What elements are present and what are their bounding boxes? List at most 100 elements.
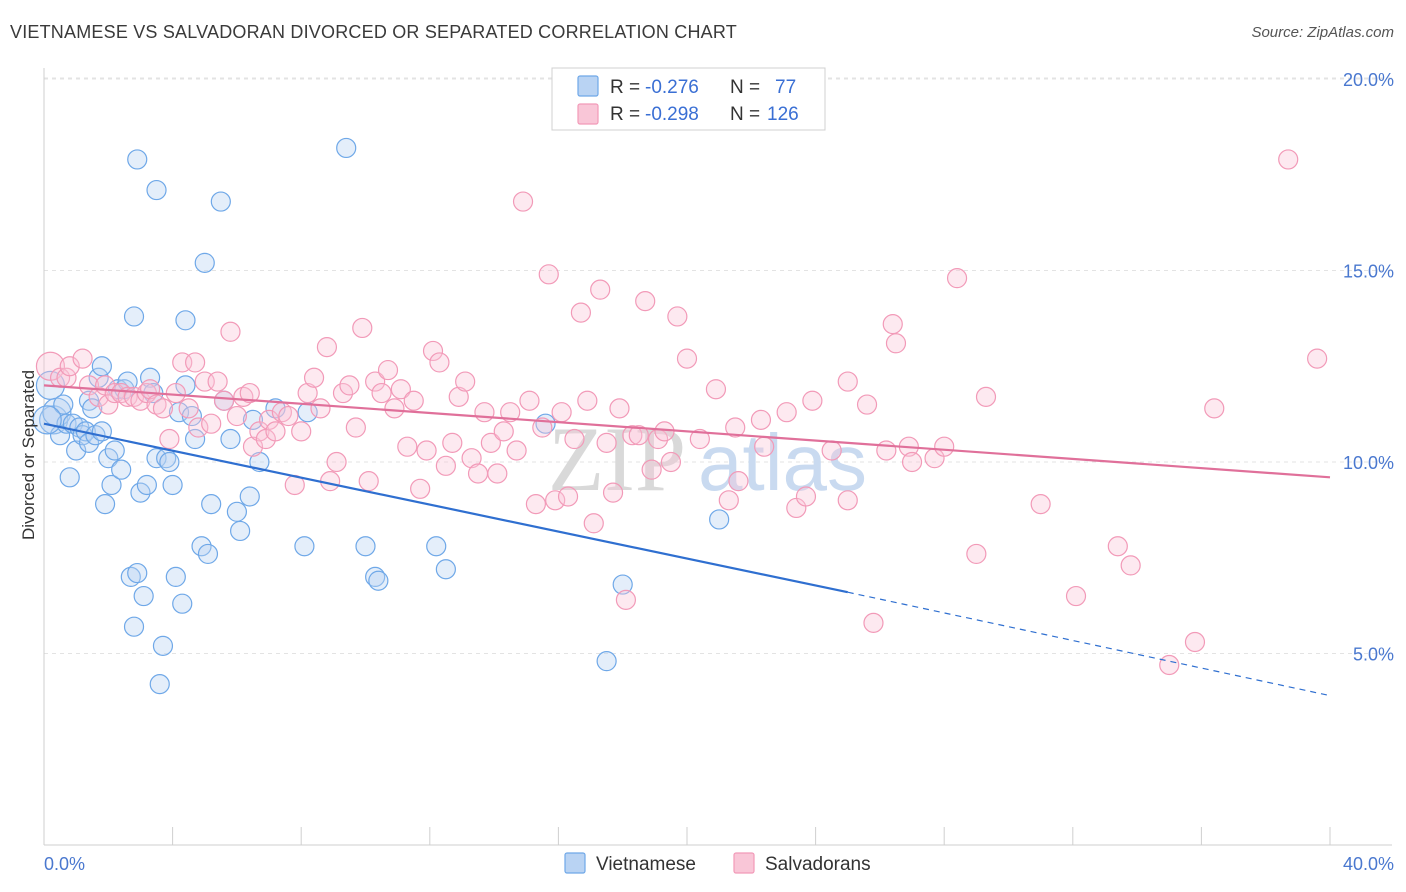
point-salvadorans-132 xyxy=(1307,348,1328,369)
legend-r-value-2: -0.298 xyxy=(645,104,699,125)
point-vietnamese-46 xyxy=(172,593,193,614)
point-salvadorans-114 xyxy=(856,394,878,415)
point-vietnamese-63 xyxy=(265,398,286,419)
point-vietnamese-53 xyxy=(197,543,219,565)
point-salvadorans-32 xyxy=(242,436,264,457)
point-vietnamese-27 xyxy=(120,566,141,588)
point-vietnamese-4 xyxy=(53,394,74,415)
legend-r-label-1: R = xyxy=(610,77,640,98)
point-salvadorans-102 xyxy=(705,379,727,400)
point-vietnamese-40 xyxy=(152,635,174,656)
point-salvadorans-3 xyxy=(59,356,80,377)
point-vietnamese-43 xyxy=(162,474,183,496)
point-salvadorans-59 xyxy=(410,478,431,499)
point-salvadorans-44 xyxy=(316,337,338,358)
point-salvadorans-101 xyxy=(689,428,710,450)
y-tick-label-2: 15.0% xyxy=(1343,262,1394,282)
point-salvadorans-38 xyxy=(278,405,299,427)
point-salvadorans-53 xyxy=(371,382,392,404)
bottom-legend-label-vietnamese: Vietnamese xyxy=(596,854,696,875)
point-salvadorans-4 xyxy=(72,348,93,369)
point-salvadorans-74 xyxy=(506,440,527,461)
point-salvadorans-66 xyxy=(455,371,476,392)
point-vietnamese-74 xyxy=(612,574,633,595)
point-salvadorans-108 xyxy=(776,402,797,423)
point-salvadorans-104 xyxy=(725,417,746,438)
point-salvadorans-113 xyxy=(837,371,858,392)
point-salvadorans-8 xyxy=(98,394,119,415)
point-salvadorans-87 xyxy=(590,279,611,300)
point-vietnamese-42 xyxy=(159,451,180,473)
point-salvadorans-49 xyxy=(345,417,366,438)
point-salvadorans-50 xyxy=(352,317,373,339)
point-vietnamese-22 xyxy=(104,440,125,461)
point-salvadorans-95 xyxy=(641,459,662,480)
legend-n-value-1: 77 xyxy=(775,77,796,98)
series-vietnamese-points xyxy=(32,137,730,695)
point-salvadorans-52 xyxy=(365,371,386,392)
point-salvadorans-99 xyxy=(667,306,688,327)
point-salvadorans-9 xyxy=(104,382,125,404)
point-salvadorans-78 xyxy=(532,417,553,438)
point-salvadorans-57 xyxy=(397,436,418,457)
point-vietnamese-61 xyxy=(242,409,264,430)
tick-labels: 5.0% 10.0% 15.0% 20.0% 0.0% 40.0% xyxy=(44,70,1394,874)
point-vietnamese-39 xyxy=(149,674,170,695)
point-salvadorans-100 xyxy=(676,348,698,369)
bottom-legend-label-salvadorans: Salvadorans xyxy=(765,854,871,875)
point-salvadorans-76 xyxy=(519,390,540,411)
point-vietnamese-14 xyxy=(82,398,103,419)
point-salvadorans-62 xyxy=(429,352,450,373)
point-vietnamese-29 xyxy=(123,306,145,327)
point-salvadorans-133 xyxy=(934,436,955,457)
point-vietnamese-52 xyxy=(194,252,215,273)
point-salvadorans-118 xyxy=(885,333,907,354)
point-salvadorans-79 xyxy=(538,264,559,285)
trend-line-vietnamese xyxy=(43,422,848,594)
point-salvadorans-117 xyxy=(882,314,903,335)
point-salvadorans-42 xyxy=(303,367,325,388)
point-vietnamese-57 xyxy=(220,428,241,450)
point-salvadorans-107 xyxy=(754,436,775,457)
point-vietnamese-35 xyxy=(139,367,161,388)
point-salvadorans-77 xyxy=(525,494,546,515)
point-salvadorans-105 xyxy=(728,471,749,492)
point-salvadorans-64 xyxy=(442,432,463,453)
point-vietnamese-33 xyxy=(133,585,154,607)
point-salvadorans-36 xyxy=(265,421,286,442)
watermark: ZIP atlas xyxy=(548,408,867,510)
point-salvadorans-106 xyxy=(750,409,772,430)
point-vietnamese-64 xyxy=(294,536,315,557)
point-vietnamese-71 xyxy=(435,559,456,580)
point-vietnamese-68 xyxy=(365,566,386,588)
point-salvadorans-125 xyxy=(1065,585,1087,607)
point-salvadorans-83 xyxy=(564,428,585,450)
point-vietnamese-58 xyxy=(226,501,247,522)
point-salvadorans-86 xyxy=(583,513,604,534)
point-salvadorans-10 xyxy=(111,382,132,404)
point-salvadorans-30 xyxy=(233,386,254,407)
bottom-legend-swatch-vietnamese xyxy=(564,852,586,874)
point-salvadorans-121 xyxy=(946,268,968,289)
point-salvadorans-85 xyxy=(577,390,598,411)
point-salvadorans-43 xyxy=(310,398,331,419)
point-salvadorans-70 xyxy=(480,432,501,453)
point-salvadorans-91 xyxy=(615,589,637,610)
point-vietnamese-34 xyxy=(136,474,157,496)
point-salvadorans-46 xyxy=(326,451,347,473)
trend-line-vietnamese-extension xyxy=(847,591,1331,697)
point-salvadorans-112 xyxy=(821,440,842,461)
point-vietnamese-73 xyxy=(596,651,617,672)
watermark-zip: ZIP xyxy=(548,408,686,510)
point-salvadorans-29 xyxy=(226,405,247,427)
point-vietnamese-66 xyxy=(336,137,357,159)
point-vietnamese-8 xyxy=(66,440,87,461)
point-salvadorans-89 xyxy=(602,482,624,503)
point-salvadorans-90 xyxy=(609,398,630,419)
point-salvadorans-40 xyxy=(291,421,312,442)
point-salvadorans-135 xyxy=(837,490,858,511)
point-salvadorans-71 xyxy=(487,463,508,484)
axes xyxy=(43,68,1392,846)
point-salvadorans-73 xyxy=(500,402,521,423)
